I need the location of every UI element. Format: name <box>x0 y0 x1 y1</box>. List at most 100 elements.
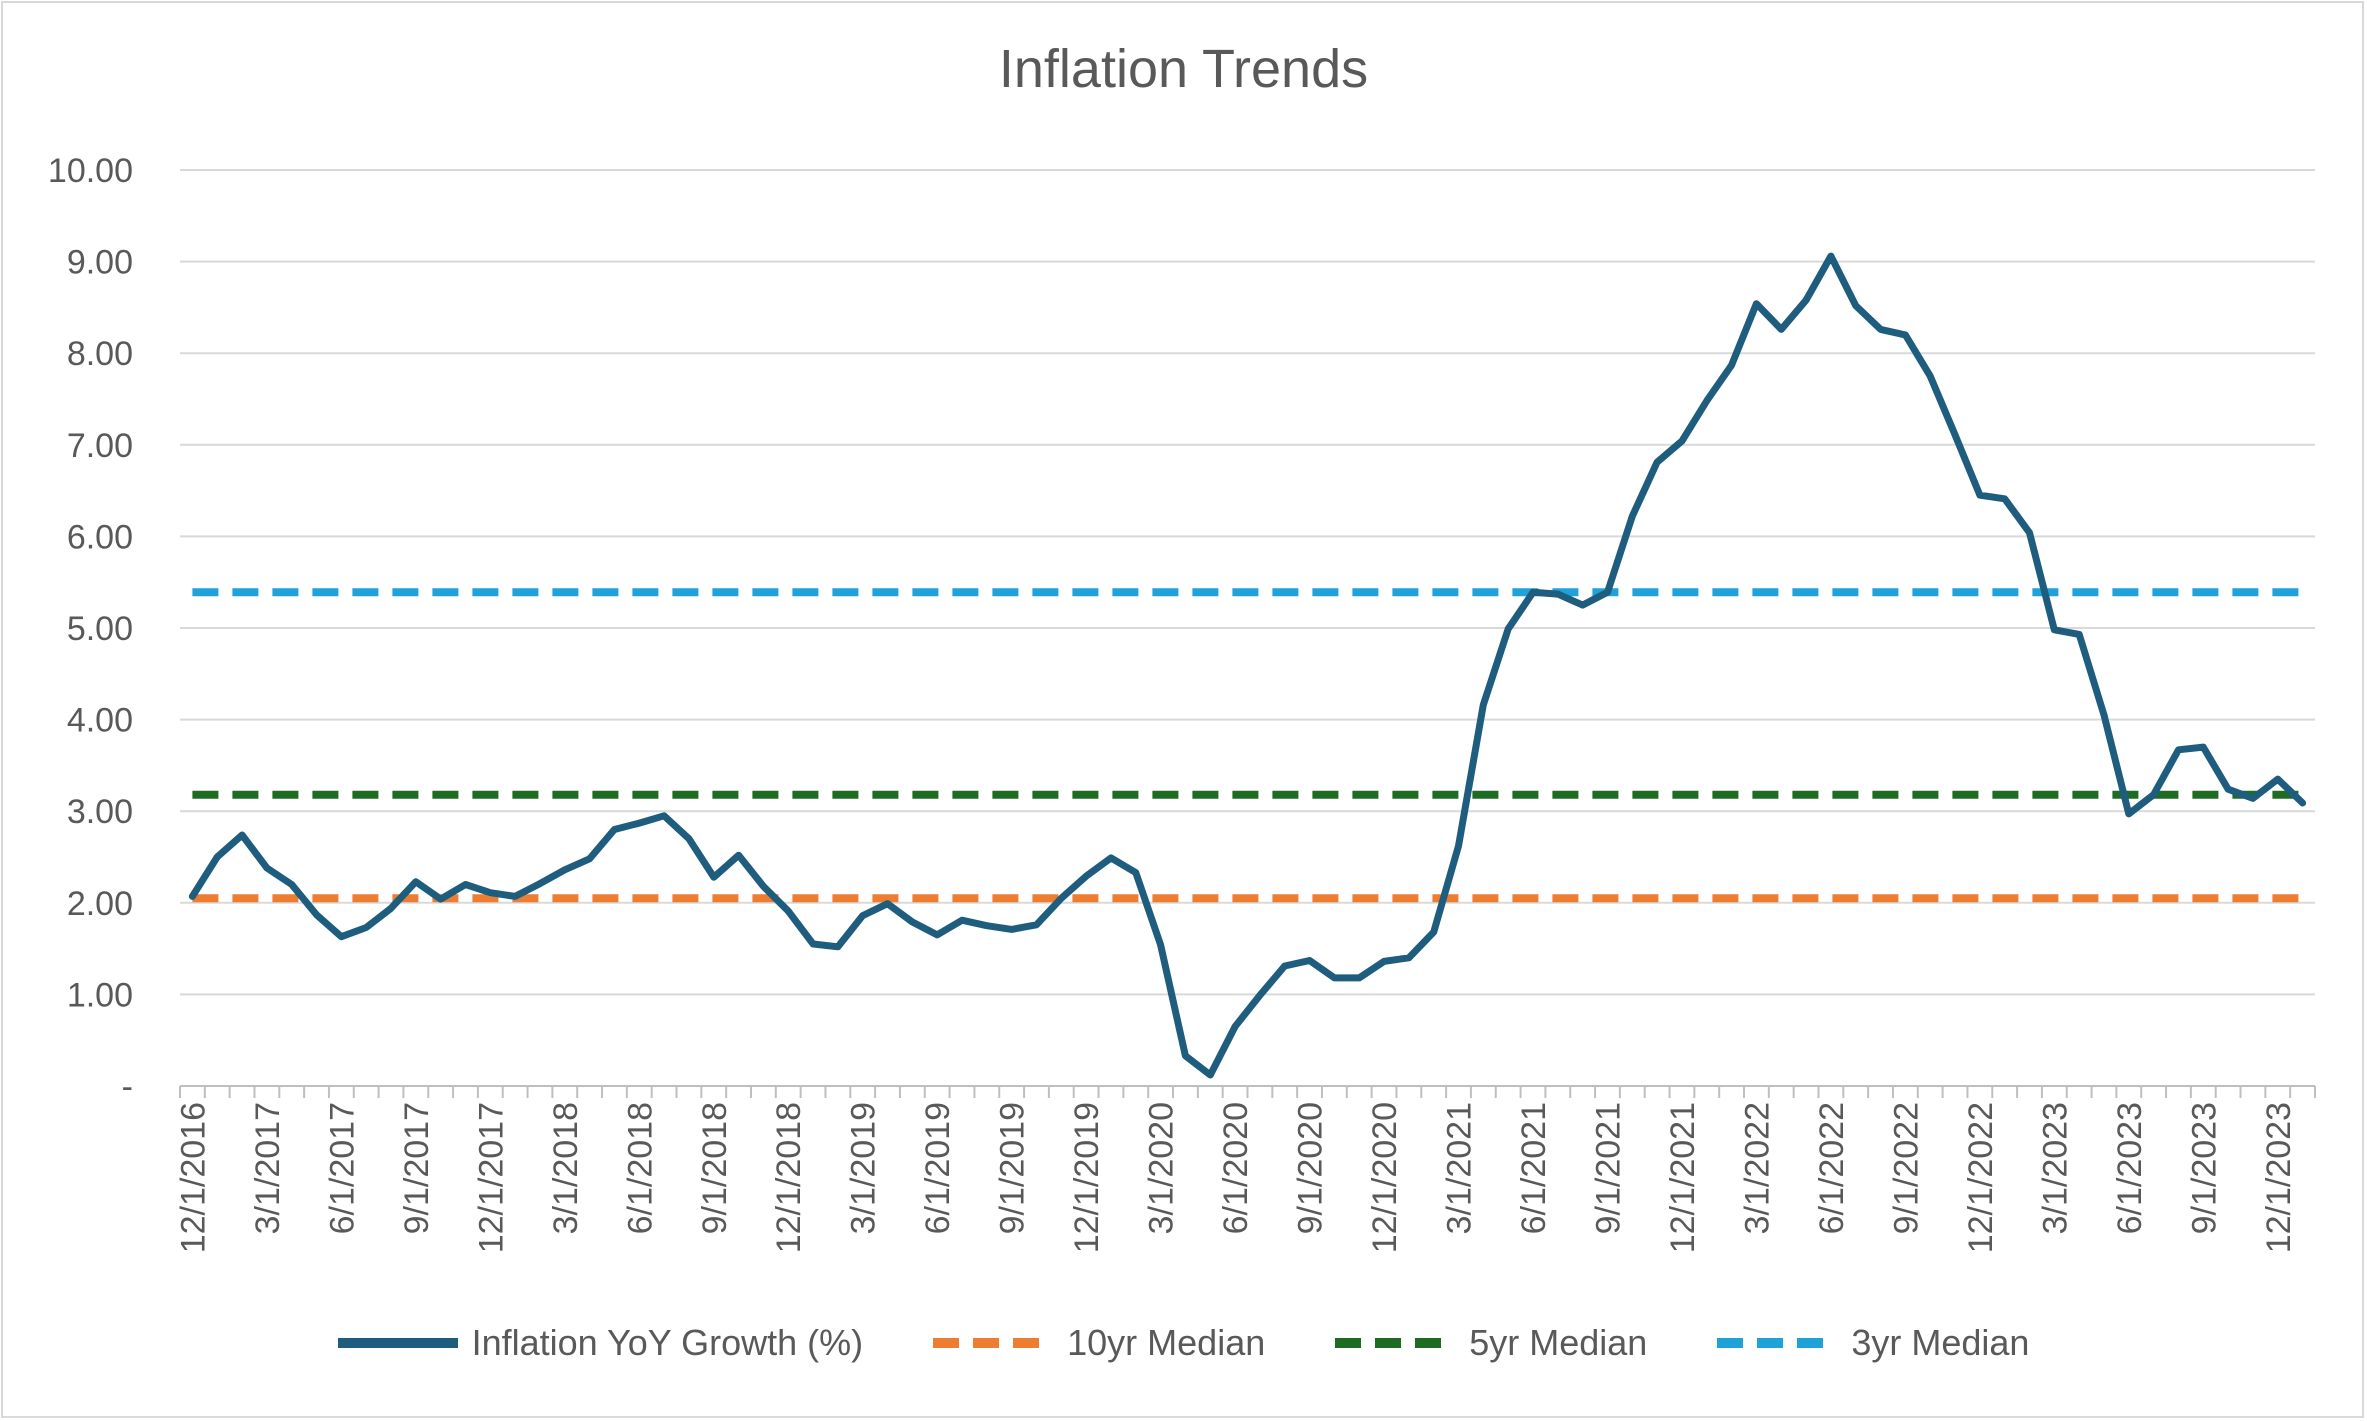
legend-label: 5yr Median <box>1469 1322 1648 1363</box>
data-point <box>661 812 668 819</box>
data-point <box>2026 529 2033 536</box>
data-point <box>760 883 767 890</box>
data-point <box>1703 397 1710 404</box>
data-point <box>859 912 866 919</box>
data-point <box>1455 843 1462 850</box>
data-point <box>1654 459 1661 466</box>
data-point <box>1529 589 1536 596</box>
data-point <box>1554 591 1561 598</box>
x-tick-label: 9/1/2018 <box>696 1102 734 1234</box>
data-point <box>1182 1052 1189 1059</box>
data-point <box>2299 799 2306 806</box>
x-tick-label: 12/1/2020 <box>1366 1102 1404 1253</box>
data-point <box>363 924 370 931</box>
x-tick-label: 6/1/2023 <box>2111 1102 2149 1234</box>
data-point <box>2200 744 2207 751</box>
legend-label: Inflation YoY Growth (%) <box>471 1322 864 1363</box>
legend-item: Inflation YoY Growth (%) <box>337 1322 864 1364</box>
legend-swatch <box>1717 1338 1838 1348</box>
x-tick-label: 12/1/2019 <box>1068 1102 1106 1253</box>
data-point <box>1008 926 1015 933</box>
x-tick-label: 9/1/2023 <box>2185 1102 2223 1234</box>
data-point <box>1579 602 1586 609</box>
y-tick-label: 4.00 <box>67 702 133 740</box>
data-point <box>1629 513 1636 520</box>
x-tick-label: 12/1/2021 <box>1664 1102 1702 1253</box>
data-point <box>214 854 221 860</box>
data-point <box>1505 625 1512 632</box>
x-tick-label: 9/1/2020 <box>1292 1102 1330 1234</box>
legend-swatch <box>1335 1338 1456 1348</box>
data-point <box>1728 362 1735 369</box>
data-point <box>462 881 469 888</box>
x-tick-label: 9/1/2019 <box>994 1102 1032 1234</box>
y-tick-label: 10.00 <box>48 152 133 190</box>
data-point <box>1678 438 1685 445</box>
data-point <box>1753 300 1760 307</box>
x-tick-label: 3/1/2020 <box>1143 1102 1181 1234</box>
data-point <box>412 878 419 885</box>
data-point <box>586 855 593 862</box>
data-point <box>2001 495 2008 502</box>
data-point <box>2100 712 2107 719</box>
data-point <box>1480 701 1487 708</box>
x-tick-label: 12/1/2017 <box>472 1102 510 1253</box>
data-point <box>1132 869 1139 876</box>
data-point <box>1430 929 1437 936</box>
y-tick-label: 2.00 <box>67 885 133 923</box>
data-point <box>2150 791 2157 798</box>
series-line-inflation-yoy <box>188 252 2307 1079</box>
data-point <box>735 852 742 859</box>
data-point <box>983 922 990 929</box>
data-point <box>1256 992 1263 999</box>
y-tick-label: 9.00 <box>67 244 133 282</box>
legend-label: 3yr Median <box>1851 1322 2030 1363</box>
data-point <box>561 866 568 873</box>
x-tick-label: 3/1/2023 <box>2036 1102 2074 1234</box>
data-point <box>1381 958 1388 965</box>
y-tick-label: 8.00 <box>67 335 133 373</box>
data-point <box>1604 589 1611 596</box>
data-point <box>2125 810 2132 817</box>
data-point <box>313 911 320 918</box>
data-point <box>1232 1023 1239 1030</box>
x-tick-label: 3/1/2017 <box>249 1102 287 1234</box>
x-tick-label: 12/1/2016 <box>174 1102 212 1253</box>
x-tick-label: 3/1/2019 <box>845 1102 883 1234</box>
data-point <box>2274 776 2281 783</box>
x-tick-label: 6/1/2020 <box>1217 1102 1255 1234</box>
y-tick-label: 7.00 <box>67 427 133 465</box>
x-tick-label: 12/1/2023 <box>2260 1102 2298 1253</box>
data-point <box>1927 373 1934 380</box>
data-point <box>338 933 345 940</box>
y-tick-label: - <box>122 1068 133 1106</box>
data-point <box>1952 431 1959 438</box>
legend-item: 3yr Median <box>1717 1322 2029 1364</box>
data-point <box>1852 302 1859 309</box>
data-point <box>1405 954 1412 961</box>
y-tick-label: 5.00 <box>67 610 133 648</box>
data-point <box>909 919 916 926</box>
x-tick-label: 6/1/2022 <box>1813 1102 1851 1234</box>
data-point <box>810 941 817 948</box>
data-point <box>2076 631 2083 638</box>
data-point <box>1356 974 1363 981</box>
data-point <box>263 864 270 871</box>
data-point <box>884 900 891 907</box>
data-point <box>536 880 543 887</box>
data-point <box>1157 941 1164 948</box>
x-tick-label: 6/1/2021 <box>1515 1102 1553 1234</box>
data-point <box>1306 957 1313 964</box>
data-point <box>934 931 941 938</box>
data-point <box>1281 963 1288 970</box>
data-point <box>2175 746 2182 753</box>
data-point <box>288 881 295 888</box>
y-tick-label: 3.00 <box>67 793 133 831</box>
data-point <box>437 896 444 903</box>
legend-swatch <box>933 1338 1054 1348</box>
data-point <box>1877 326 1884 333</box>
data-point <box>1827 253 1834 260</box>
data-point <box>1107 854 1114 861</box>
data-point <box>710 874 717 881</box>
